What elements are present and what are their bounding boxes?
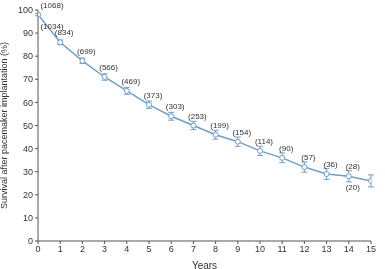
svg-text:30: 30: [23, 167, 33, 177]
svg-text:(566): (566): [99, 63, 118, 72]
svg-text:(1068): (1068): [40, 1, 63, 10]
svg-text:12: 12: [299, 244, 309, 254]
svg-text:(699): (699): [77, 47, 96, 56]
svg-text:9: 9: [235, 244, 240, 254]
svg-text:10: 10: [255, 244, 265, 254]
svg-text:Years: Years: [192, 260, 217, 269]
svg-text:Survival after pacemaker impla: Survival after pacemaker implantation (%…: [8, 42, 9, 209]
svg-text:(57): (57): [301, 153, 316, 162]
svg-text:6: 6: [169, 244, 174, 254]
svg-text:1: 1: [58, 244, 63, 254]
svg-text:50: 50: [23, 121, 33, 131]
svg-text:(90): (90): [279, 144, 294, 153]
svg-text:(20): (20): [346, 183, 361, 192]
svg-text:(1034): (1034): [40, 21, 64, 31]
svg-text:(834): (834): [55, 28, 74, 37]
svg-text:5: 5: [146, 244, 151, 254]
svg-text:70: 70: [23, 74, 33, 84]
svg-text:90: 90: [23, 28, 33, 38]
svg-text:60: 60: [23, 98, 33, 108]
svg-text:20: 20: [23, 190, 33, 200]
svg-text:(36): (36): [323, 160, 338, 169]
svg-text:15: 15: [366, 244, 376, 254]
svg-text:3: 3: [102, 244, 107, 254]
svg-text:11: 11: [278, 244, 287, 254]
svg-text:(469): (469): [121, 77, 140, 86]
svg-text:13: 13: [322, 244, 332, 254]
svg-text:(28): (28): [346, 162, 361, 171]
svg-text:0: 0: [35, 244, 40, 254]
svg-text:(373): (373): [144, 91, 163, 100]
svg-text:8: 8: [213, 244, 218, 254]
svg-text:10: 10: [23, 213, 33, 223]
svg-text:100: 100: [18, 5, 33, 15]
svg-text:(154): (154): [232, 128, 251, 137]
svg-text:4: 4: [124, 244, 129, 254]
svg-text:(114): (114): [255, 137, 273, 146]
svg-text:0: 0: [28, 236, 33, 246]
svg-text:2: 2: [80, 244, 85, 254]
svg-text:7: 7: [191, 244, 196, 254]
svg-text:(253): (253): [188, 112, 207, 121]
svg-text:80: 80: [23, 51, 33, 61]
svg-text:(303): (303): [166, 102, 185, 111]
svg-text:40: 40: [23, 144, 33, 154]
svg-text:(199): (199): [210, 121, 229, 130]
svg-text:14: 14: [344, 244, 354, 254]
